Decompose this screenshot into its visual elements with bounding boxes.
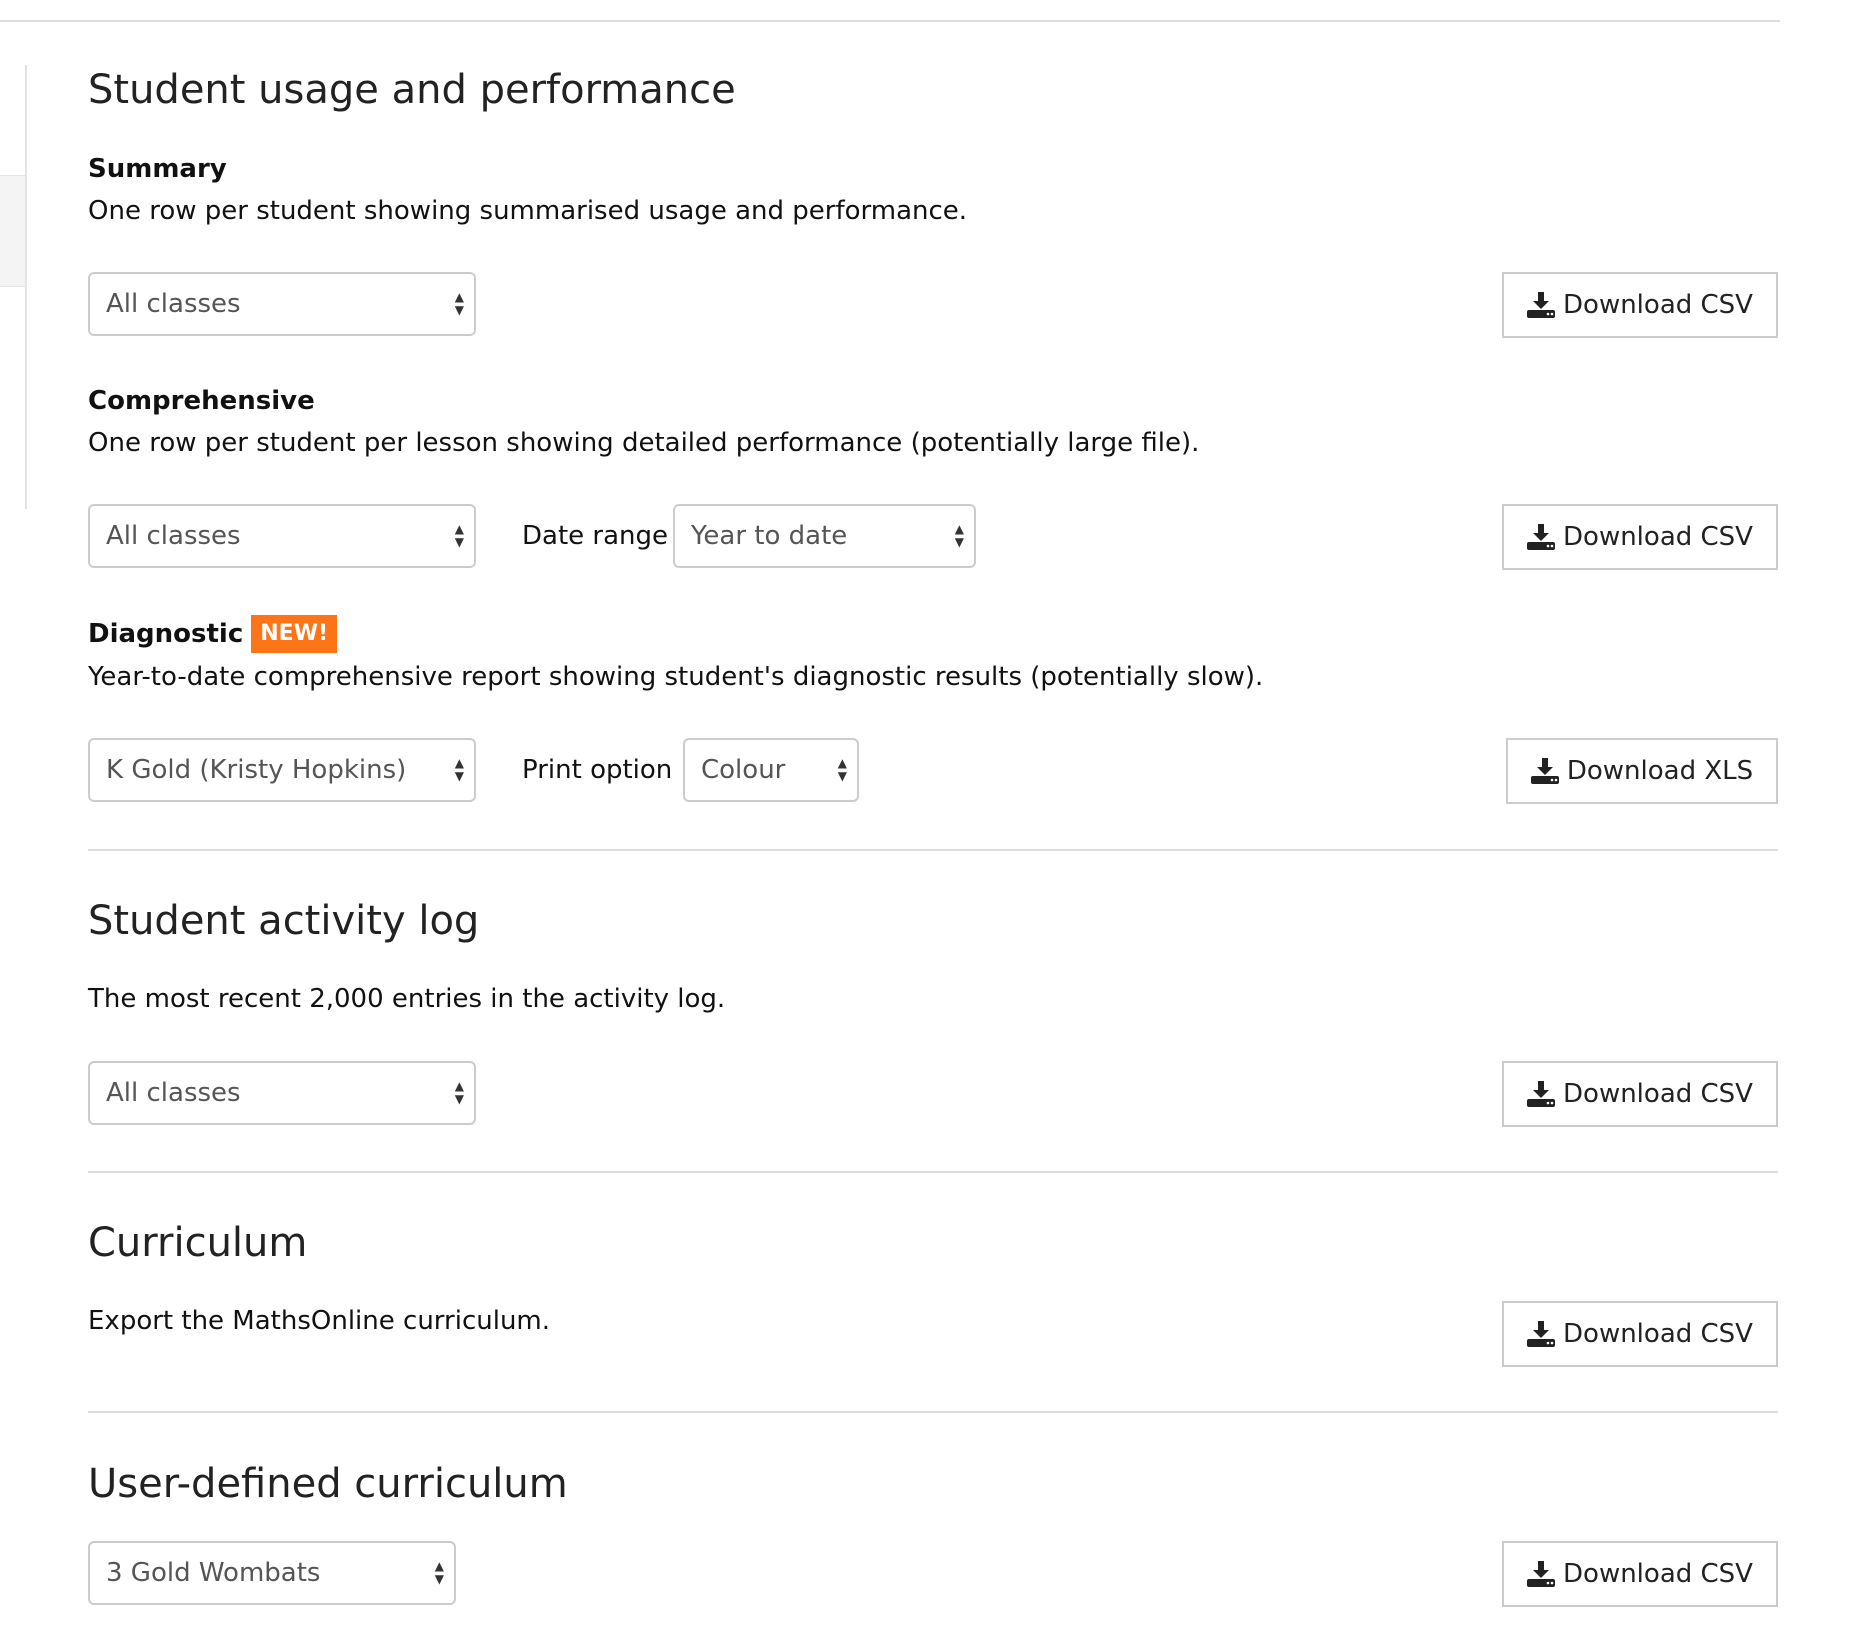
select-value: All classes xyxy=(106,521,241,551)
section-title-curriculum: Curriculum xyxy=(88,1220,308,1266)
user-curriculum-download-button[interactable]: Download CSV xyxy=(1502,1541,1778,1607)
activity-log-description: The most recent 2,000 entries in the act… xyxy=(88,984,726,1014)
download-icon xyxy=(1527,292,1556,318)
download-icon xyxy=(1527,524,1556,550)
select-value: Year to date xyxy=(691,521,848,551)
button-label: Download CSV xyxy=(1563,1559,1753,1589)
button-label: Download XLS xyxy=(1566,756,1754,786)
button-label: Download CSV xyxy=(1563,522,1753,552)
comprehensive-class-select[interactable]: All classes ▲ ▼ xyxy=(88,504,476,568)
date-range-label: Date range xyxy=(522,521,669,551)
download-icon xyxy=(1527,1321,1556,1347)
left-border xyxy=(25,65,27,509)
summary-class-select[interactable]: All classes ▲ ▼ xyxy=(88,272,476,336)
section-title-activity-log: Student activity log xyxy=(88,898,480,944)
divider xyxy=(88,849,1778,851)
summary-heading: Summary xyxy=(88,154,227,184)
download-icon xyxy=(1527,1561,1556,1587)
download-icon xyxy=(1527,1081,1556,1107)
divider xyxy=(88,1411,1778,1413)
download-icon xyxy=(1530,758,1559,784)
select-arrows-icon: ▲ ▼ xyxy=(454,756,464,783)
select-arrows-icon: ▲ ▼ xyxy=(954,522,964,549)
select-arrows-icon: ▲ ▼ xyxy=(837,756,847,783)
comprehensive-description: One row per student per lesson showing d… xyxy=(88,428,1200,458)
select-value: K Gold (Kristy Hopkins) xyxy=(106,755,407,785)
section-title-user-curriculum: User-defined curriculum xyxy=(88,1461,568,1507)
button-label: Download CSV xyxy=(1563,1079,1753,1109)
diagnostic-class-select[interactable]: K Gold (Kristy Hopkins) ▲ ▼ xyxy=(88,738,476,802)
diagnostic-description: Year-to-date comprehensive report showin… xyxy=(88,662,1264,692)
divider xyxy=(88,1171,1778,1173)
diagnostic-download-button[interactable]: Download XLS xyxy=(1506,738,1778,804)
comprehensive-download-button[interactable]: Download CSV xyxy=(1502,504,1778,570)
curriculum-download-button[interactable]: Download CSV xyxy=(1502,1301,1778,1367)
top-divider xyxy=(0,20,1780,22)
select-arrows-icon: ▲ ▼ xyxy=(434,1559,444,1586)
diagnostic-heading-text: Diagnostic xyxy=(88,619,244,649)
sidebar-tab xyxy=(0,175,25,287)
print-option-label: Print option xyxy=(522,755,673,785)
comprehensive-heading: Comprehensive xyxy=(88,386,315,416)
select-value: All classes xyxy=(106,289,241,319)
print-option-select[interactable]: Colour ▲ ▼ xyxy=(683,738,859,802)
activity-log-class-select[interactable]: All classes ▲ ▼ xyxy=(88,1061,476,1125)
section-title-usage: Student usage and performance xyxy=(88,67,736,113)
activity-log-download-button[interactable]: Download CSV xyxy=(1502,1061,1778,1127)
select-value: 3 Gold Wombats xyxy=(106,1558,321,1588)
button-label: Download CSV xyxy=(1563,1319,1753,1349)
new-badge: NEW! xyxy=(251,615,338,653)
summary-download-button[interactable]: Download CSV xyxy=(1502,272,1778,338)
button-label: Download CSV xyxy=(1563,290,1753,320)
diagnostic-heading: Diagnostic NEW! xyxy=(88,615,338,653)
select-arrows-icon: ▲ ▼ xyxy=(454,522,464,549)
select-value: All classes xyxy=(106,1078,241,1108)
summary-description: One row per student showing summarised u… xyxy=(88,196,968,226)
user-curriculum-class-select[interactable]: 3 Gold Wombats ▲ ▼ xyxy=(88,1541,456,1605)
select-arrows-icon: ▲ ▼ xyxy=(454,290,464,317)
date-range-select[interactable]: Year to date ▲ ▼ xyxy=(673,504,976,568)
curriculum-description: Export the MathsOnline curriculum. xyxy=(88,1306,551,1336)
select-arrows-icon: ▲ ▼ xyxy=(454,1079,464,1106)
select-value: Colour xyxy=(701,755,786,785)
